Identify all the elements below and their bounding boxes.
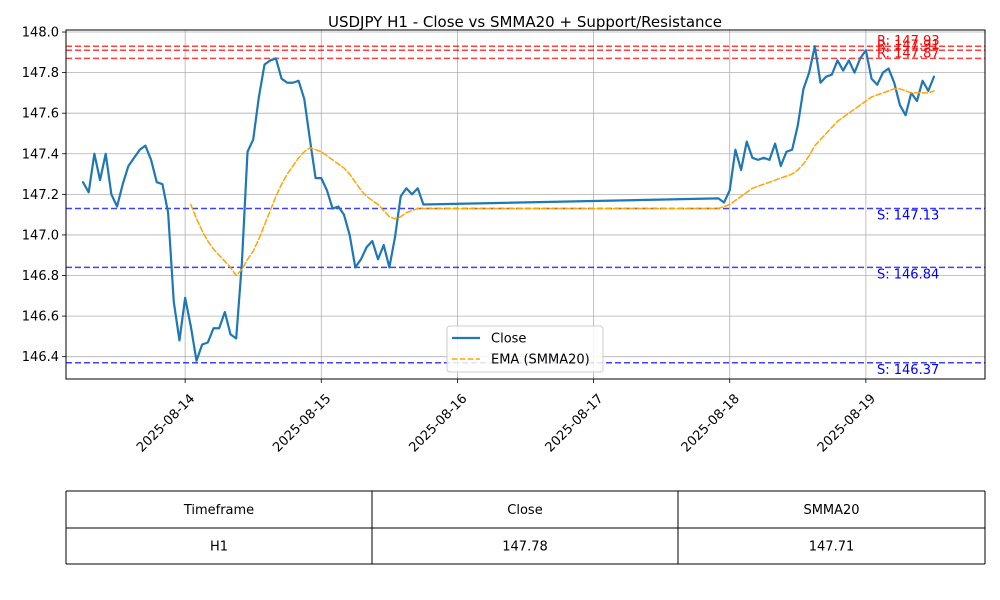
y-tick-label: 147.0 (22, 228, 59, 243)
y-tick-label: 146.6 (22, 310, 59, 325)
legend-box (446, 325, 604, 373)
table-cell: 147.78 (502, 540, 548, 555)
series-lines (81, 45, 936, 362)
smma20-series-line (190, 88, 935, 277)
legend: Close EMA (SMMA20) (446, 325, 604, 373)
y-tick-label: 148.0 (22, 26, 59, 41)
y-tick-label: 147.4 (22, 147, 59, 162)
legend-label: EMA (SMMA20) (491, 353, 590, 368)
y-tick-label: 146.8 (22, 269, 59, 284)
close-series-line (81, 45, 936, 362)
table-cell: 147.71 (809, 540, 855, 555)
chart-title: USDJPY H1 - Close vs SMMA20 + Support/Re… (328, 13, 722, 31)
y-tick-label: 147.2 (22, 188, 59, 203)
table-header-cell: Close (507, 503, 542, 518)
resistance-label: R: 147.91 (877, 38, 940, 53)
resistance-label: R: 147.87 (877, 46, 940, 61)
legend-label: Close (491, 332, 526, 347)
y-tick-label: 147.6 (22, 107, 59, 122)
support-label: S: 147.13 (877, 209, 939, 224)
resistance-label: R: 147.93 (877, 34, 940, 49)
y-tick-label: 146.4 (22, 350, 59, 365)
table-header-cell: Timeframe (183, 503, 254, 518)
table-cell: H1 (210, 540, 228, 555)
table-header-cell: SMMA20 (803, 503, 859, 518)
y-tick-label: 147.8 (22, 66, 59, 81)
support-resistance-labels: R: 147.93R: 147.91R: 147.87 S: 147.13 S: 1… (877, 34, 940, 378)
support-label: S: 146.84 (877, 267, 939, 282)
grid (66, 30, 985, 379)
summary-table: Timeframe Close SMMA20 H1 147.78 147.71 (65, 490, 986, 565)
support-label: S: 146.37 (877, 363, 939, 378)
plot-frame (65, 29, 986, 380)
